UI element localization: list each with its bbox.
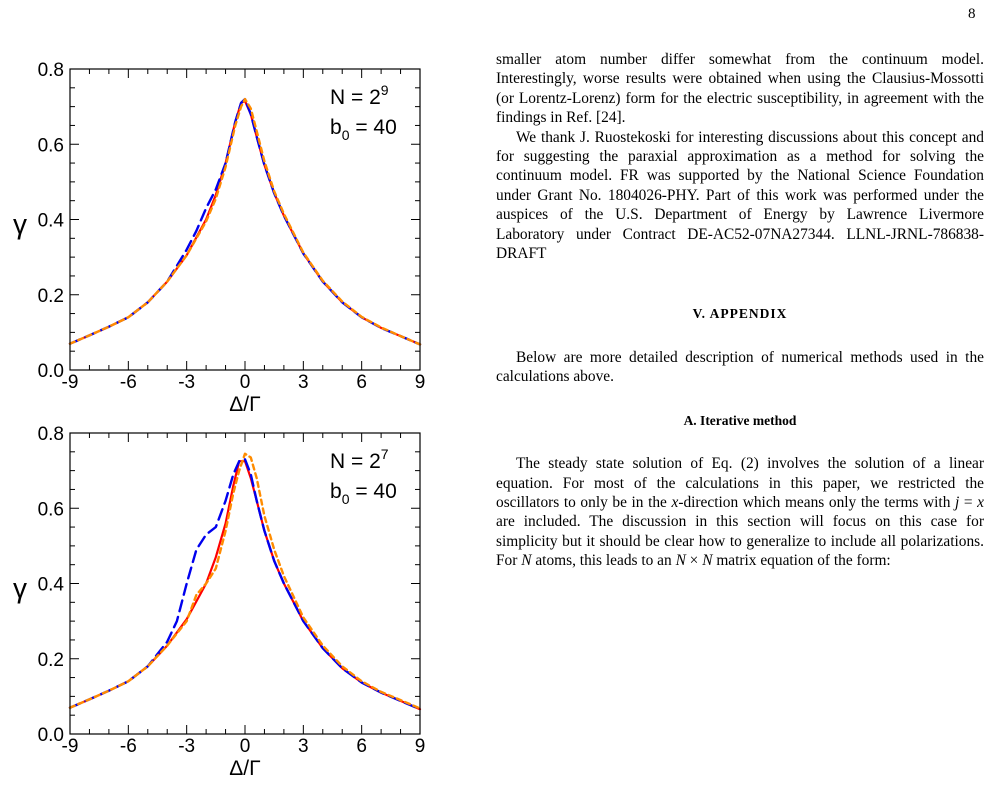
annotation-optical-depth: b0 = 40 [330,480,397,507]
series-line-2 [68,452,422,710]
x-tick-label: 3 [298,736,309,757]
y-tick-label: 0.2 [38,286,64,307]
annotation-value: = 40 [349,480,396,503]
annotation-optical-depth: b0 = 40 [330,116,397,143]
annotation-subscript: 0 [342,127,350,143]
paragraph-acknowledgements: We thank J. Ruostekoski for interesting … [496,128,984,263]
annotation-atom-number: N = 27 [330,446,389,473]
x-axis-label: Δ/Γ [229,757,260,776]
chart-panel-top: -9 -6 -3 0 3 6 9 0.0 0.2 0.4 0.6 0.8 Δ/Γ γ N = 29 b0 = … [13,60,426,412]
x-tick-label: -3 [178,372,195,393]
y-tick-label: 0.6 [38,499,64,520]
y-tick-label: 0.8 [38,424,64,445]
y-tick-label: 0.4 [38,211,65,232]
plot-frame [69,432,421,735]
series-line-2 [68,97,422,346]
y-axis-label: γ [13,209,27,240]
x-axis-label: Δ/Γ [229,393,260,412]
annotation-exponent: 7 [381,446,389,462]
x-tick-label: 3 [298,372,309,393]
y-tick-label: 0.4 [38,575,65,596]
x-tick-label: 9 [415,736,426,757]
chart-panel-bottom: -9 -6 -3 0 3 6 9 0.0 0.2 0.4 0.6 0.8 Δ/Γ γ N = 27 b0 = … [13,424,426,776]
x-tick-label: -3 [178,736,195,757]
x-tick-label: -6 [120,372,137,393]
x-tick-label: -9 [62,372,79,393]
paragraph-continuum: smaller atom number differ somewhat from… [496,51,984,127]
subsection-heading-iterative: A. Iterative method [683,412,797,428]
x-tick-label: 0 [240,736,251,757]
annotation-exponent: 9 [381,82,389,98]
y-tick-label: 0.0 [38,725,64,746]
x-tick-label: 9 [415,372,426,393]
annotation-atom-number: N = 29 [330,82,389,109]
y-tick-label: 0.8 [38,60,64,81]
x-tick-label: 6 [356,736,367,757]
annotation-value: = 40 [349,116,396,139]
y-tick-label: 0.6 [38,135,64,156]
paragraph-iterative-method: The steady state solution of Eq. (2) inv… [496,455,984,570]
x-tick-label: 0 [240,372,251,393]
plot-frame [69,68,421,371]
annotation-subscript: 0 [342,491,350,507]
y-tick-label: 0.0 [38,361,64,382]
page-number: 8 [968,6,976,22]
x-tick-label: -6 [120,736,137,757]
right-column-text: smaller atom number differ somewhat from… [496,50,984,571]
x-tick-label: 6 [356,372,367,393]
y-tick-label: 0.2 [38,650,64,671]
paragraph-appendix-intro: Below are more detailed description of n… [496,348,984,386]
y-axis-label: γ [13,573,27,604]
x-tick-label: -9 [62,736,79,757]
series-line-1 [68,458,422,711]
section-heading-appendix: V. APPENDIX [692,306,788,322]
